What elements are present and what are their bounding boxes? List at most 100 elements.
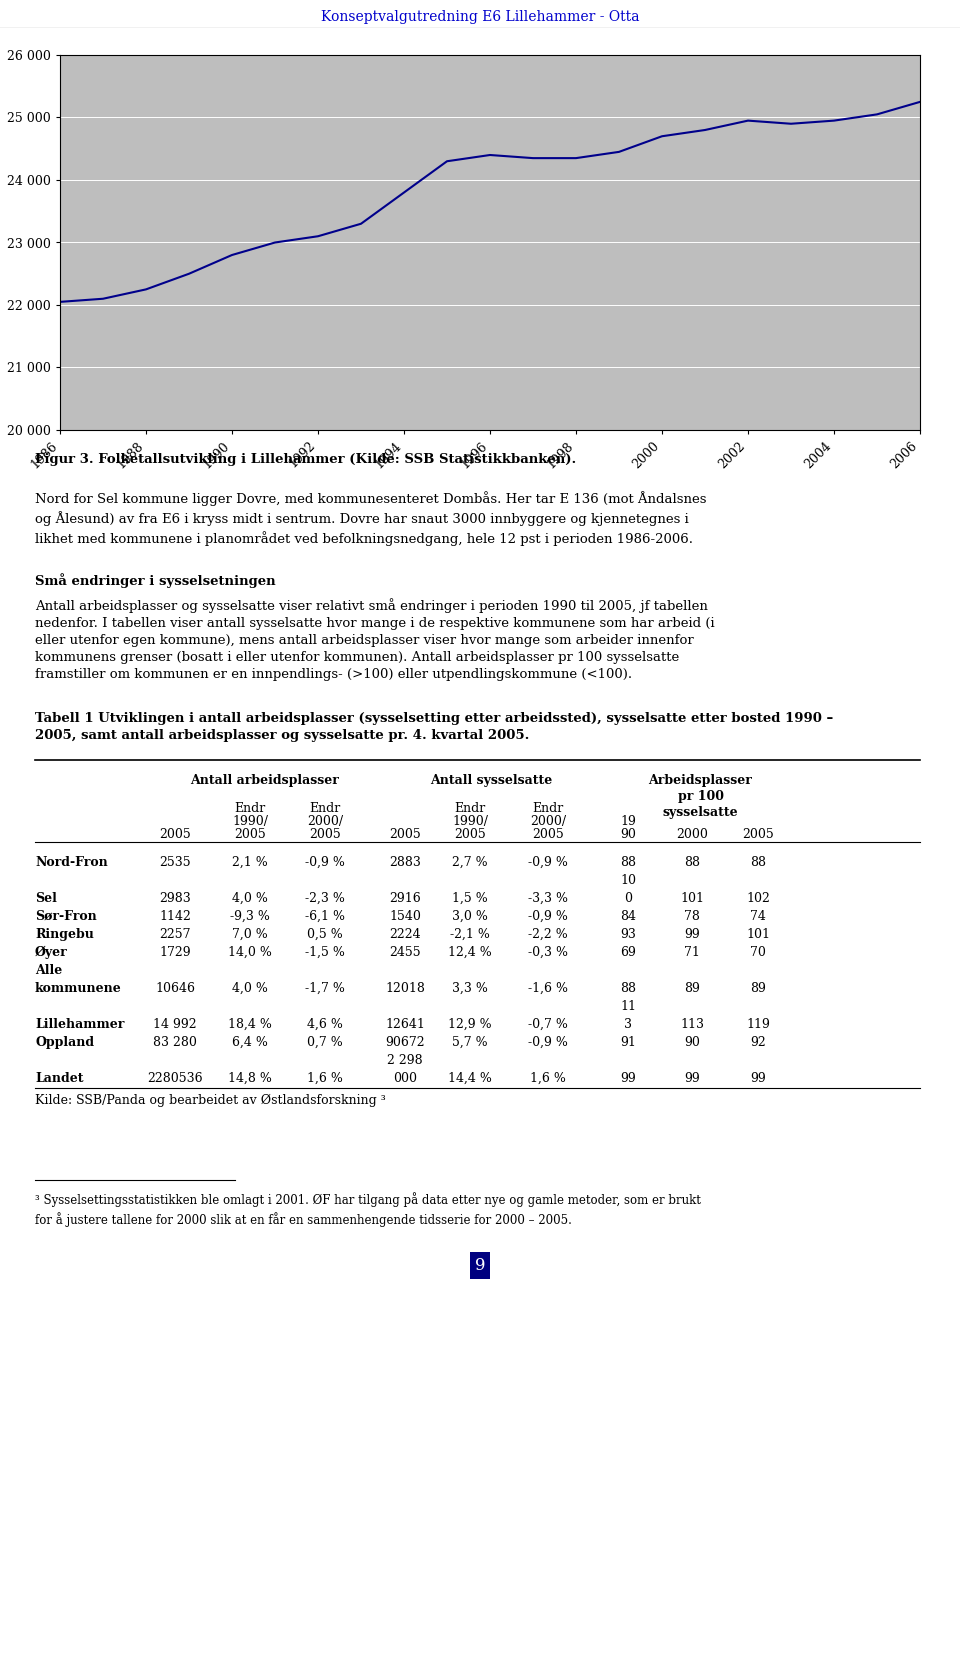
Text: 93: 93 [620, 928, 636, 941]
Text: 2280536: 2280536 [147, 1071, 203, 1085]
Text: 14 992: 14 992 [154, 1018, 197, 1031]
Text: 12,9 %: 12,9 % [448, 1018, 492, 1031]
Text: Endr: Endr [234, 801, 266, 814]
Text: 14,0 %: 14,0 % [228, 946, 272, 960]
Text: -2,1 %: -2,1 % [450, 928, 490, 941]
Text: 0: 0 [624, 891, 632, 905]
Text: Øyer: Øyer [35, 946, 68, 960]
Text: Arbeidsplasser
pr 100
sysselsatte: Arbeidsplasser pr 100 sysselsatte [649, 774, 753, 819]
Text: 88: 88 [684, 856, 700, 870]
Text: 74: 74 [750, 910, 766, 923]
Text: Landet: Landet [35, 1071, 84, 1085]
Text: 71: 71 [684, 946, 700, 960]
Text: -3,3 %: -3,3 % [528, 891, 568, 905]
Text: 89: 89 [684, 981, 700, 995]
Text: 90: 90 [684, 1036, 700, 1050]
Text: 90: 90 [620, 828, 636, 841]
Text: kommunene: kommunene [35, 981, 122, 995]
Text: 92: 92 [750, 1036, 766, 1050]
Text: Antall arbeidsplasser: Antall arbeidsplasser [191, 774, 340, 786]
Text: 14,4 %: 14,4 % [448, 1071, 492, 1085]
Text: 2005: 2005 [159, 828, 191, 841]
Text: Ringebu: Ringebu [35, 928, 94, 941]
Text: 2883: 2883 [389, 856, 420, 870]
Text: -0,9 %: -0,9 % [528, 1036, 568, 1050]
Text: 2005: 2005 [454, 828, 486, 841]
Text: 99: 99 [750, 1071, 766, 1085]
Text: 101: 101 [680, 891, 704, 905]
Text: 88: 88 [750, 856, 766, 870]
Text: 2,1 %: 2,1 % [232, 856, 268, 870]
Text: 1540: 1540 [389, 910, 420, 923]
Text: -6,1 %: -6,1 % [305, 910, 345, 923]
Text: -2,3 %: -2,3 % [305, 891, 345, 905]
Text: 89: 89 [750, 981, 766, 995]
Text: 99: 99 [620, 1071, 636, 1085]
Text: Lillehammer: Lillehammer [35, 1018, 125, 1031]
Text: 2005: 2005 [532, 828, 564, 841]
Text: 83 280: 83 280 [153, 1036, 197, 1050]
Text: 113: 113 [680, 1018, 704, 1031]
Text: 2983: 2983 [159, 891, 191, 905]
Text: 10: 10 [620, 875, 636, 886]
Text: Nord-Fron: Nord-Fron [35, 856, 108, 870]
Text: 88: 88 [620, 981, 636, 995]
Text: 3,0 %: 3,0 % [452, 910, 488, 923]
Text: 2 298: 2 298 [387, 1055, 422, 1066]
Text: 4,0 %: 4,0 % [232, 891, 268, 905]
Text: 10646: 10646 [155, 981, 195, 995]
Text: Endr: Endr [454, 801, 486, 814]
Text: 88: 88 [620, 856, 636, 870]
Text: -2,2 %: -2,2 % [528, 928, 568, 941]
Text: 18,4 %: 18,4 % [228, 1018, 272, 1031]
Text: 11: 11 [620, 1000, 636, 1013]
Text: 2224: 2224 [389, 928, 420, 941]
Text: 2005: 2005 [742, 828, 774, 841]
Text: 2000: 2000 [676, 828, 708, 841]
Text: Konseptvalgutredning E6 Lillehammer - Otta: Konseptvalgutredning E6 Lillehammer - Ot… [321, 10, 639, 23]
Text: Endr: Endr [533, 801, 564, 814]
Text: 90672: 90672 [385, 1036, 425, 1050]
Text: Alle: Alle [35, 965, 62, 976]
Text: 2257: 2257 [159, 928, 191, 941]
Text: Kilde: SSB/Panda og bearbeidet av Østlandsforskning ³: Kilde: SSB/Panda og bearbeidet av Østlan… [35, 1095, 386, 1108]
Text: Tabell 1 Utviklingen i antall arbeidsplasser (sysselsetting etter arbeidssted), : Tabell 1 Utviklingen i antall arbeidspla… [35, 711, 833, 741]
Text: 2000/: 2000/ [530, 814, 566, 828]
Text: 3: 3 [624, 1018, 632, 1031]
Text: ³ Sysselsettingsstatistikken ble omlagt i 2001. ØF har tilgang på data etter nye: ³ Sysselsettingsstatistikken ble omlagt … [35, 1192, 701, 1227]
Text: Sør-Fron: Sør-Fron [35, 910, 97, 923]
Text: -1,6 %: -1,6 % [528, 981, 568, 995]
Text: 2005: 2005 [234, 828, 266, 841]
Text: 000: 000 [393, 1071, 417, 1085]
Text: Antall sysselsatte: Antall sysselsatte [430, 774, 553, 786]
Text: 7,0 %: 7,0 % [232, 928, 268, 941]
Text: Oppland: Oppland [35, 1036, 94, 1050]
Text: 119: 119 [746, 1018, 770, 1031]
Text: -0,9 %: -0,9 % [528, 910, 568, 923]
Text: 99: 99 [684, 1071, 700, 1085]
Text: -0,9 %: -0,9 % [528, 856, 568, 870]
Text: 6,4 %: 6,4 % [232, 1036, 268, 1050]
Text: 1,6 %: 1,6 % [530, 1071, 566, 1085]
Text: -9,3 %: -9,3 % [230, 910, 270, 923]
Text: 91: 91 [620, 1036, 636, 1050]
Text: 1,5 %: 1,5 % [452, 891, 488, 905]
Text: 2,7 %: 2,7 % [452, 856, 488, 870]
Text: Nord for Sel kommune ligger Dovre, med kommunesenteret Dombås. Her tar E 136 (mo: Nord for Sel kommune ligger Dovre, med k… [35, 491, 707, 546]
Text: 14,8 %: 14,8 % [228, 1071, 272, 1085]
Text: Figur 3. Folketallsutvikling i Lillehammer (Kilde: SSB Statistikkbanken).: Figur 3. Folketallsutvikling i Lillehamm… [35, 454, 576, 466]
Text: 102: 102 [746, 891, 770, 905]
Text: 3,3 %: 3,3 % [452, 981, 488, 995]
Text: 1,6 %: 1,6 % [307, 1071, 343, 1085]
Text: Antall arbeidsplasser og sysselsatte viser relativt små endringer i perioden 199: Antall arbeidsplasser og sysselsatte vis… [35, 599, 714, 681]
Text: 5,7 %: 5,7 % [452, 1036, 488, 1050]
Text: 78: 78 [684, 910, 700, 923]
Text: 2005: 2005 [389, 828, 420, 841]
Text: 69: 69 [620, 946, 636, 960]
Text: 12,4 %: 12,4 % [448, 946, 492, 960]
Text: 0,5 %: 0,5 % [307, 928, 343, 941]
Text: Små endringer i sysselsetningen: Små endringer i sysselsetningen [35, 574, 276, 589]
Text: 2000/: 2000/ [307, 814, 343, 828]
Text: 101: 101 [746, 928, 770, 941]
Text: 12018: 12018 [385, 981, 425, 995]
